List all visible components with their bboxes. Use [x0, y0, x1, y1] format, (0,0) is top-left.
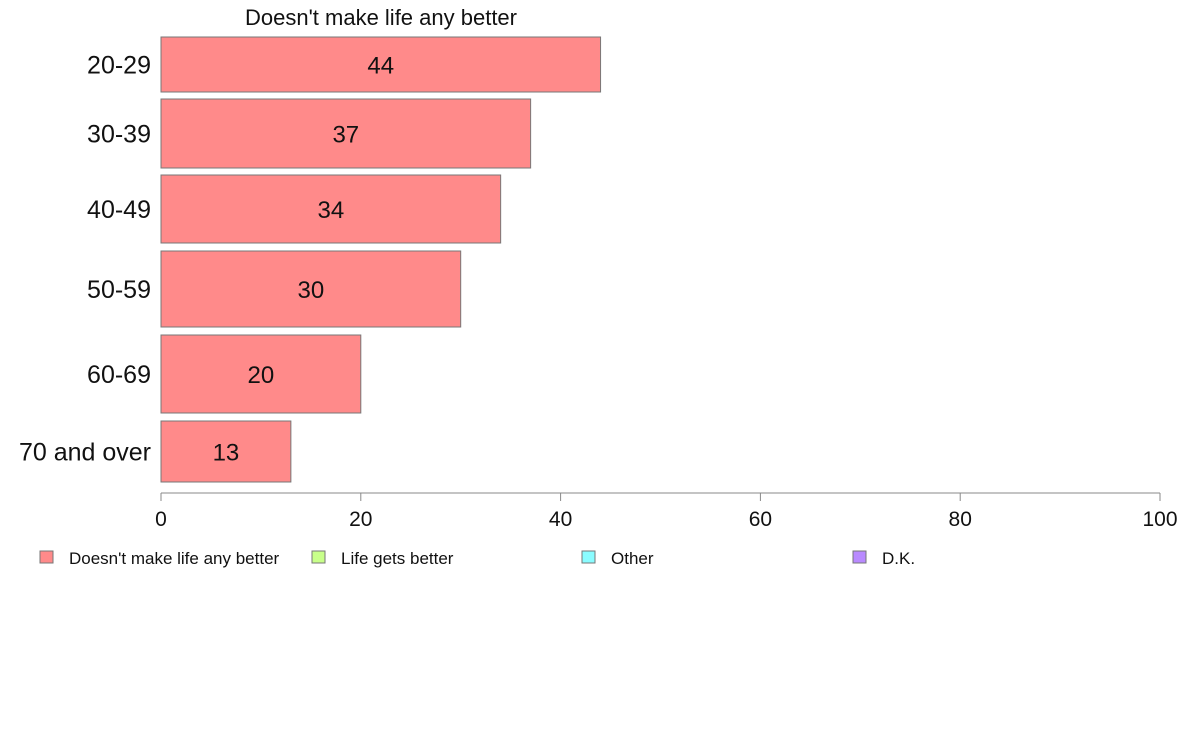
- x-tick-label: 40: [549, 508, 572, 531]
- category-label: 60-69: [87, 361, 151, 389]
- bar-value-label: 13: [213, 440, 240, 467]
- legend: Doesn't make life any better Life gets be…: [39, 549, 915, 568]
- bar: [160, 174, 502, 244]
- x-axis: 0 20 40 60 80 100: [155, 492, 1178, 531]
- legend-swatch: [852, 550, 867, 564]
- legend-label: Life gets better: [341, 549, 454, 568]
- bar: [160, 334, 362, 414]
- category-label: 20-29: [87, 52, 151, 80]
- bars-group: 20-29 44 30-39 37 40-49 34 50-59 30 60-69 20 70 an…: [19, 36, 602, 483]
- x-tick-label: 0: [155, 508, 167, 531]
- bar: [160, 98, 532, 169]
- category-label: 50-59: [87, 276, 151, 304]
- legend-swatch: [39, 550, 54, 564]
- x-tick-label: 80: [949, 508, 972, 531]
- legend-label: D.K.: [882, 549, 915, 568]
- category-label: 70 and over: [19, 439, 151, 467]
- x-tick-label: 100: [1142, 508, 1177, 531]
- bar-value-label: 37: [332, 122, 359, 149]
- bar: [160, 420, 292, 483]
- bar-value-label: 20: [248, 362, 275, 389]
- x-tick-label: 60: [749, 508, 772, 531]
- x-tick-label: 20: [349, 508, 372, 531]
- category-label: 30-39: [87, 121, 151, 149]
- legend-label: Other: [611, 549, 654, 568]
- legend-swatch: [311, 550, 326, 564]
- bar-value-label: 30: [297, 277, 324, 304]
- bar-value-label: 34: [317, 197, 344, 224]
- legend-swatch: [581, 550, 596, 564]
- bar: [160, 36, 602, 93]
- category-label: 40-49: [87, 196, 151, 224]
- legend-label: Doesn't make life any better: [69, 549, 280, 568]
- bar-value-label: 44: [367, 53, 394, 80]
- chart-title: Doesn't make life any better: [245, 5, 517, 30]
- bar: [160, 250, 462, 328]
